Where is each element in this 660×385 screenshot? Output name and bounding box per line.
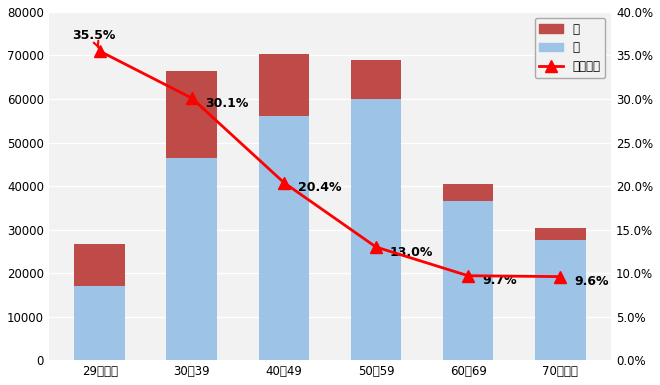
女性割合 [556,274,564,279]
Legend: 女, 男, 女性割合: 女, 男, 女性割合 [535,18,605,78]
Bar [443,184,494,201]
Bar [535,241,585,360]
Text: 20.4%: 20.4% [298,181,341,194]
Bar [166,158,217,360]
Text: 9.6%: 9.6% [574,275,609,288]
Line: 女性割合: 女性割合 [94,45,566,283]
Bar [259,54,310,116]
女性割合 [280,180,288,185]
女性割合 [188,96,196,100]
Bar [535,228,585,241]
Bar [75,244,125,286]
Bar [166,71,217,158]
Bar [259,116,310,360]
女性割合 [372,245,380,249]
Bar [350,60,401,99]
女性割合 [464,273,472,278]
Text: 35.5%: 35.5% [72,29,116,48]
Text: 13.0%: 13.0% [390,246,433,259]
Bar [350,99,401,360]
Bar [443,201,494,360]
Bar [75,286,125,360]
Text: 30.1%: 30.1% [206,97,249,110]
Text: 9.7%: 9.7% [482,275,517,288]
女性割合 [96,49,104,54]
